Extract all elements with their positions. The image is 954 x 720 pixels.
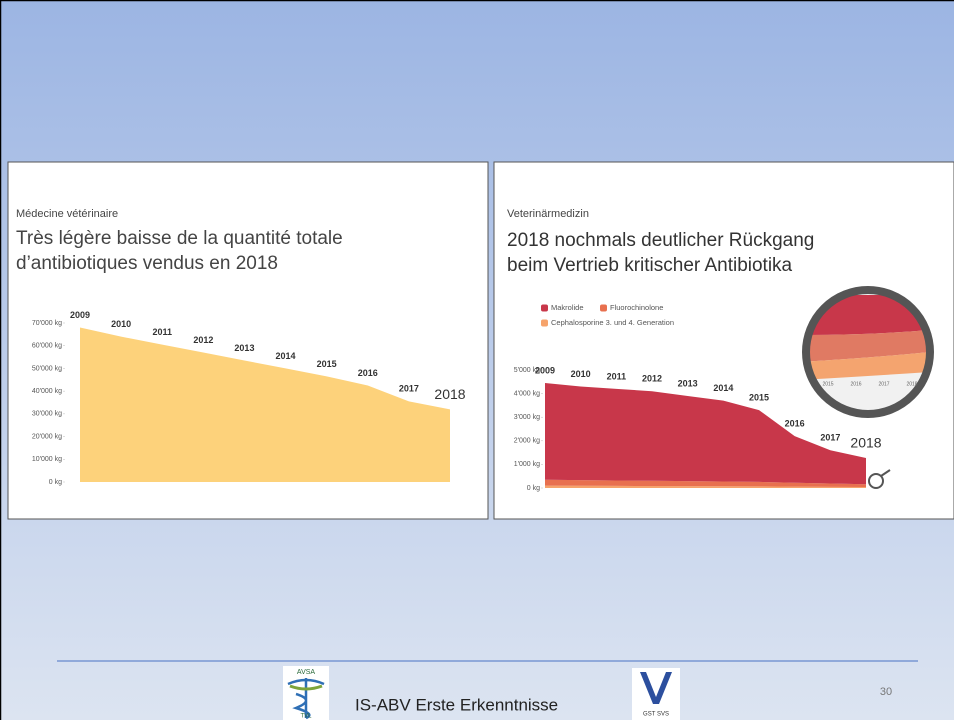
inset-year: 2016 (850, 381, 861, 387)
y-tick-label: 40'000 kg (32, 388, 62, 395)
inset-year: 2017 (878, 381, 889, 387)
y-tick-label: 4'000 kg (514, 390, 540, 397)
y-tick-label: 2'000 kg (514, 438, 540, 445)
legend-label: Makrolide (551, 303, 584, 312)
legend-label: Cephalosporine 3. und 4. Generation (551, 318, 674, 327)
year-label: 2015 (317, 359, 337, 369)
logo-text: TVL (300, 714, 312, 720)
legend-swatch (541, 305, 548, 312)
inset-year: 2018 (906, 381, 917, 387)
legend-swatch (600, 305, 607, 312)
year-label: 2015 (749, 392, 769, 402)
year-label: 2013 (234, 343, 254, 353)
year-label: 2018 (850, 435, 881, 451)
footer-title: IS-ABV Erste Erkenntnisse (355, 695, 558, 714)
y-tick-label: 3'000 kg (514, 414, 540, 421)
year-label: 2009 (70, 310, 90, 320)
year-label: 2014 (713, 383, 733, 393)
inset-year: 2015 (822, 381, 833, 387)
year-label: 2014 (276, 351, 296, 361)
panel-title: d’antibiotiques vendus en 2018 (16, 253, 278, 274)
y-tick-label: 20'000 kg (32, 433, 62, 440)
slide: Médecine vétérinaire Très légère baisse … (0, 0, 954, 720)
year-label: 2009 (535, 365, 555, 375)
year-label: 2010 (571, 369, 591, 379)
year-label: 2011 (607, 371, 627, 381)
y-tick-label: 0 kg (49, 479, 62, 486)
year-label: 2011 (152, 327, 172, 337)
y-tick-label: 60'000 kg (32, 343, 62, 350)
y-tick-label: 1'000 kg (514, 461, 540, 468)
y-tick-label: 30'000 kg (32, 411, 62, 418)
year-label: 2013 (678, 378, 698, 388)
logo-text: GST SVS (643, 712, 669, 718)
year-label: 2017 (820, 433, 840, 443)
panel-subtitle: Médecine vétérinaire (16, 208, 118, 220)
legend-label: Fluorochinolone (610, 303, 663, 312)
y-tick-label: 10'000 kg (32, 456, 62, 463)
panel-subtitle: Veterinärmedizin (507, 208, 589, 220)
year-label: 2012 (642, 374, 662, 384)
logo-left: AVSA TVL (283, 666, 329, 720)
year-label: 2017 (399, 384, 419, 394)
y-tick-label: 70'000 kg (32, 320, 62, 327)
logo-text: AVSA (297, 669, 315, 676)
year-label: 2012 (193, 335, 213, 345)
y-tick-label: 0 kg (527, 485, 540, 492)
legend-swatch (541, 320, 548, 327)
year-label: 2016 (785, 418, 805, 428)
panel-title: Très légère baisse de la quantité totale (16, 228, 343, 249)
panel-title: beim Vertrieb kritischer Antibiotika (507, 255, 793, 276)
panel-title: 2018 nochmals deutlicher Rückgang (507, 230, 814, 251)
year-label: 2018 (434, 386, 465, 402)
year-label: 2016 (358, 368, 378, 378)
logo-right: GST SVS (632, 668, 680, 720)
y-tick-label: 50'000 kg (32, 365, 62, 372)
year-label: 2010 (111, 319, 131, 329)
page-number: 30 (880, 686, 892, 698)
